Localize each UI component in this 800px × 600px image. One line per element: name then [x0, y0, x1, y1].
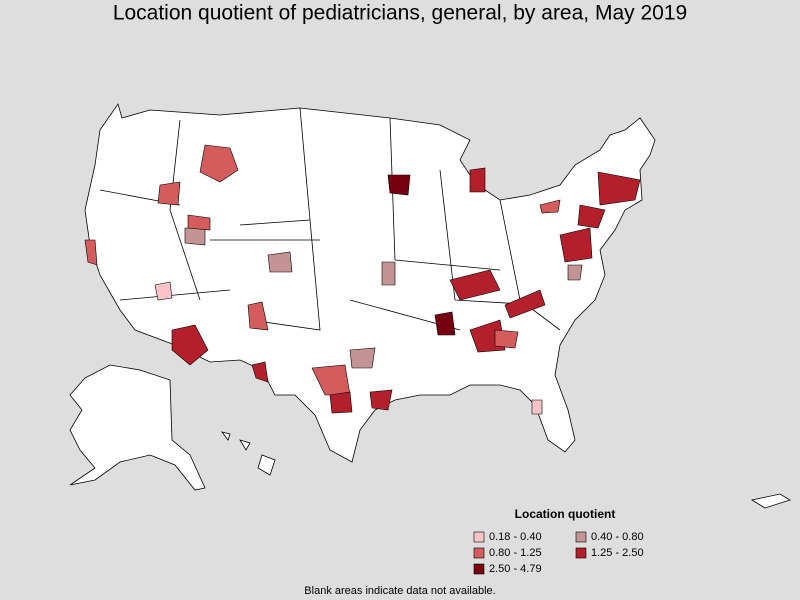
area: [469, 167, 486, 193]
legend-swatch: [575, 531, 587, 543]
alaska: [69, 364, 206, 491]
legend-swatch: [473, 563, 485, 575]
area: [199, 144, 239, 183]
legend: Location quotient 0.18 - 0.40 0.40 - 0.80…: [473, 507, 644, 575]
legend-label: 0.18 - 0.40: [489, 531, 542, 543]
area: [434, 311, 456, 336]
area: [387, 174, 411, 196]
legend-label: 0.80 - 1.25: [489, 547, 542, 559]
area: [559, 227, 593, 263]
legend-label: 0.40 - 0.80: [591, 531, 644, 543]
area: [597, 171, 641, 206]
area: [531, 399, 543, 415]
area: [494, 329, 519, 349]
hawaii: [221, 431, 276, 476]
area: [251, 361, 269, 383]
legend-label: 2.50 - 4.79: [489, 563, 542, 575]
area: [329, 391, 353, 414]
footnote: Blank areas indicate data not available.: [304, 585, 495, 597]
area: [247, 301, 269, 331]
us-map: [69, 103, 791, 509]
area: [184, 227, 206, 246]
area: [349, 347, 376, 369]
area: [369, 389, 393, 411]
area: [504, 289, 546, 319]
area: [577, 204, 606, 229]
area: [154, 281, 173, 301]
area: [267, 251, 293, 273]
area: [84, 239, 98, 266]
area: [187, 214, 211, 231]
legend-title: Location quotient: [515, 507, 616, 521]
legend-swatch: [473, 547, 485, 559]
legend-swatch: [575, 547, 587, 559]
area: [171, 324, 209, 366]
colored-areas: [84, 144, 641, 415]
area: [567, 264, 583, 281]
map-title: Location quotient of pediatricians, gene…: [113, 2, 687, 25]
area: [381, 261, 396, 286]
legend-label: 1.25 - 2.50: [591, 547, 644, 559]
area: [539, 199, 561, 214]
puerto-rico: [750, 493, 791, 509]
area: [157, 181, 181, 206]
legend-swatch: [473, 531, 485, 543]
area: [449, 269, 501, 301]
